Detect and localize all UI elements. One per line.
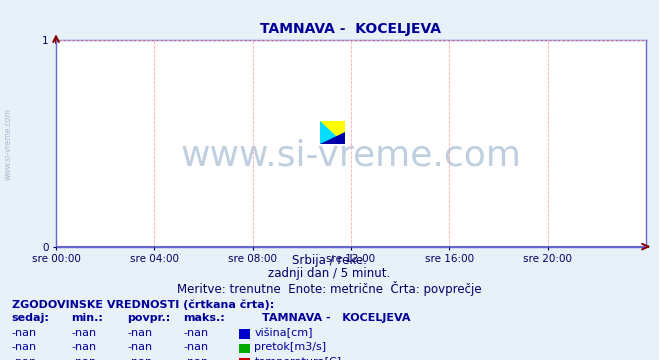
Text: -nan: -nan bbox=[127, 357, 152, 360]
Text: -nan: -nan bbox=[127, 328, 152, 338]
Text: -nan: -nan bbox=[183, 328, 208, 338]
Text: -nan: -nan bbox=[71, 357, 96, 360]
Text: -nan: -nan bbox=[183, 357, 208, 360]
Text: zadnji dan / 5 minut.: zadnji dan / 5 minut. bbox=[268, 267, 391, 280]
Text: Meritve: trenutne  Enote: metrične  Črta: povprečje: Meritve: trenutne Enote: metrične Črta: … bbox=[177, 281, 482, 296]
Text: www.si-vreme.com: www.si-vreme.com bbox=[181, 139, 521, 172]
Text: pretok[m3/s]: pretok[m3/s] bbox=[254, 342, 326, 352]
Text: -nan: -nan bbox=[12, 342, 37, 352]
Text: sedaj:: sedaj: bbox=[12, 314, 49, 324]
Text: -nan: -nan bbox=[12, 328, 37, 338]
Text: TAMNAVA -   KOCELJEVA: TAMNAVA - KOCELJEVA bbox=[262, 314, 411, 324]
Text: -nan: -nan bbox=[127, 342, 152, 352]
Text: -nan: -nan bbox=[12, 357, 37, 360]
Polygon shape bbox=[320, 132, 345, 144]
Text: povpr.:: povpr.: bbox=[127, 314, 171, 324]
Text: -nan: -nan bbox=[183, 342, 208, 352]
Text: temperatura[C]: temperatura[C] bbox=[254, 357, 341, 360]
Text: -nan: -nan bbox=[71, 342, 96, 352]
Text: Srbija / reke.: Srbija / reke. bbox=[292, 254, 367, 267]
Text: ZGODOVINSKE VREDNOSTI (črtkana črta):: ZGODOVINSKE VREDNOSTI (črtkana črta): bbox=[12, 299, 274, 310]
Text: maks.:: maks.: bbox=[183, 314, 225, 324]
Text: min.:: min.: bbox=[71, 314, 103, 324]
Title: TAMNAVA -  KOCELJEVA: TAMNAVA - KOCELJEVA bbox=[260, 22, 442, 36]
Text: višina[cm]: višina[cm] bbox=[254, 328, 313, 338]
Text: -nan: -nan bbox=[71, 328, 96, 338]
Polygon shape bbox=[320, 121, 345, 144]
Polygon shape bbox=[320, 121, 345, 144]
Text: www.si-vreme.com: www.si-vreme.com bbox=[3, 108, 13, 180]
